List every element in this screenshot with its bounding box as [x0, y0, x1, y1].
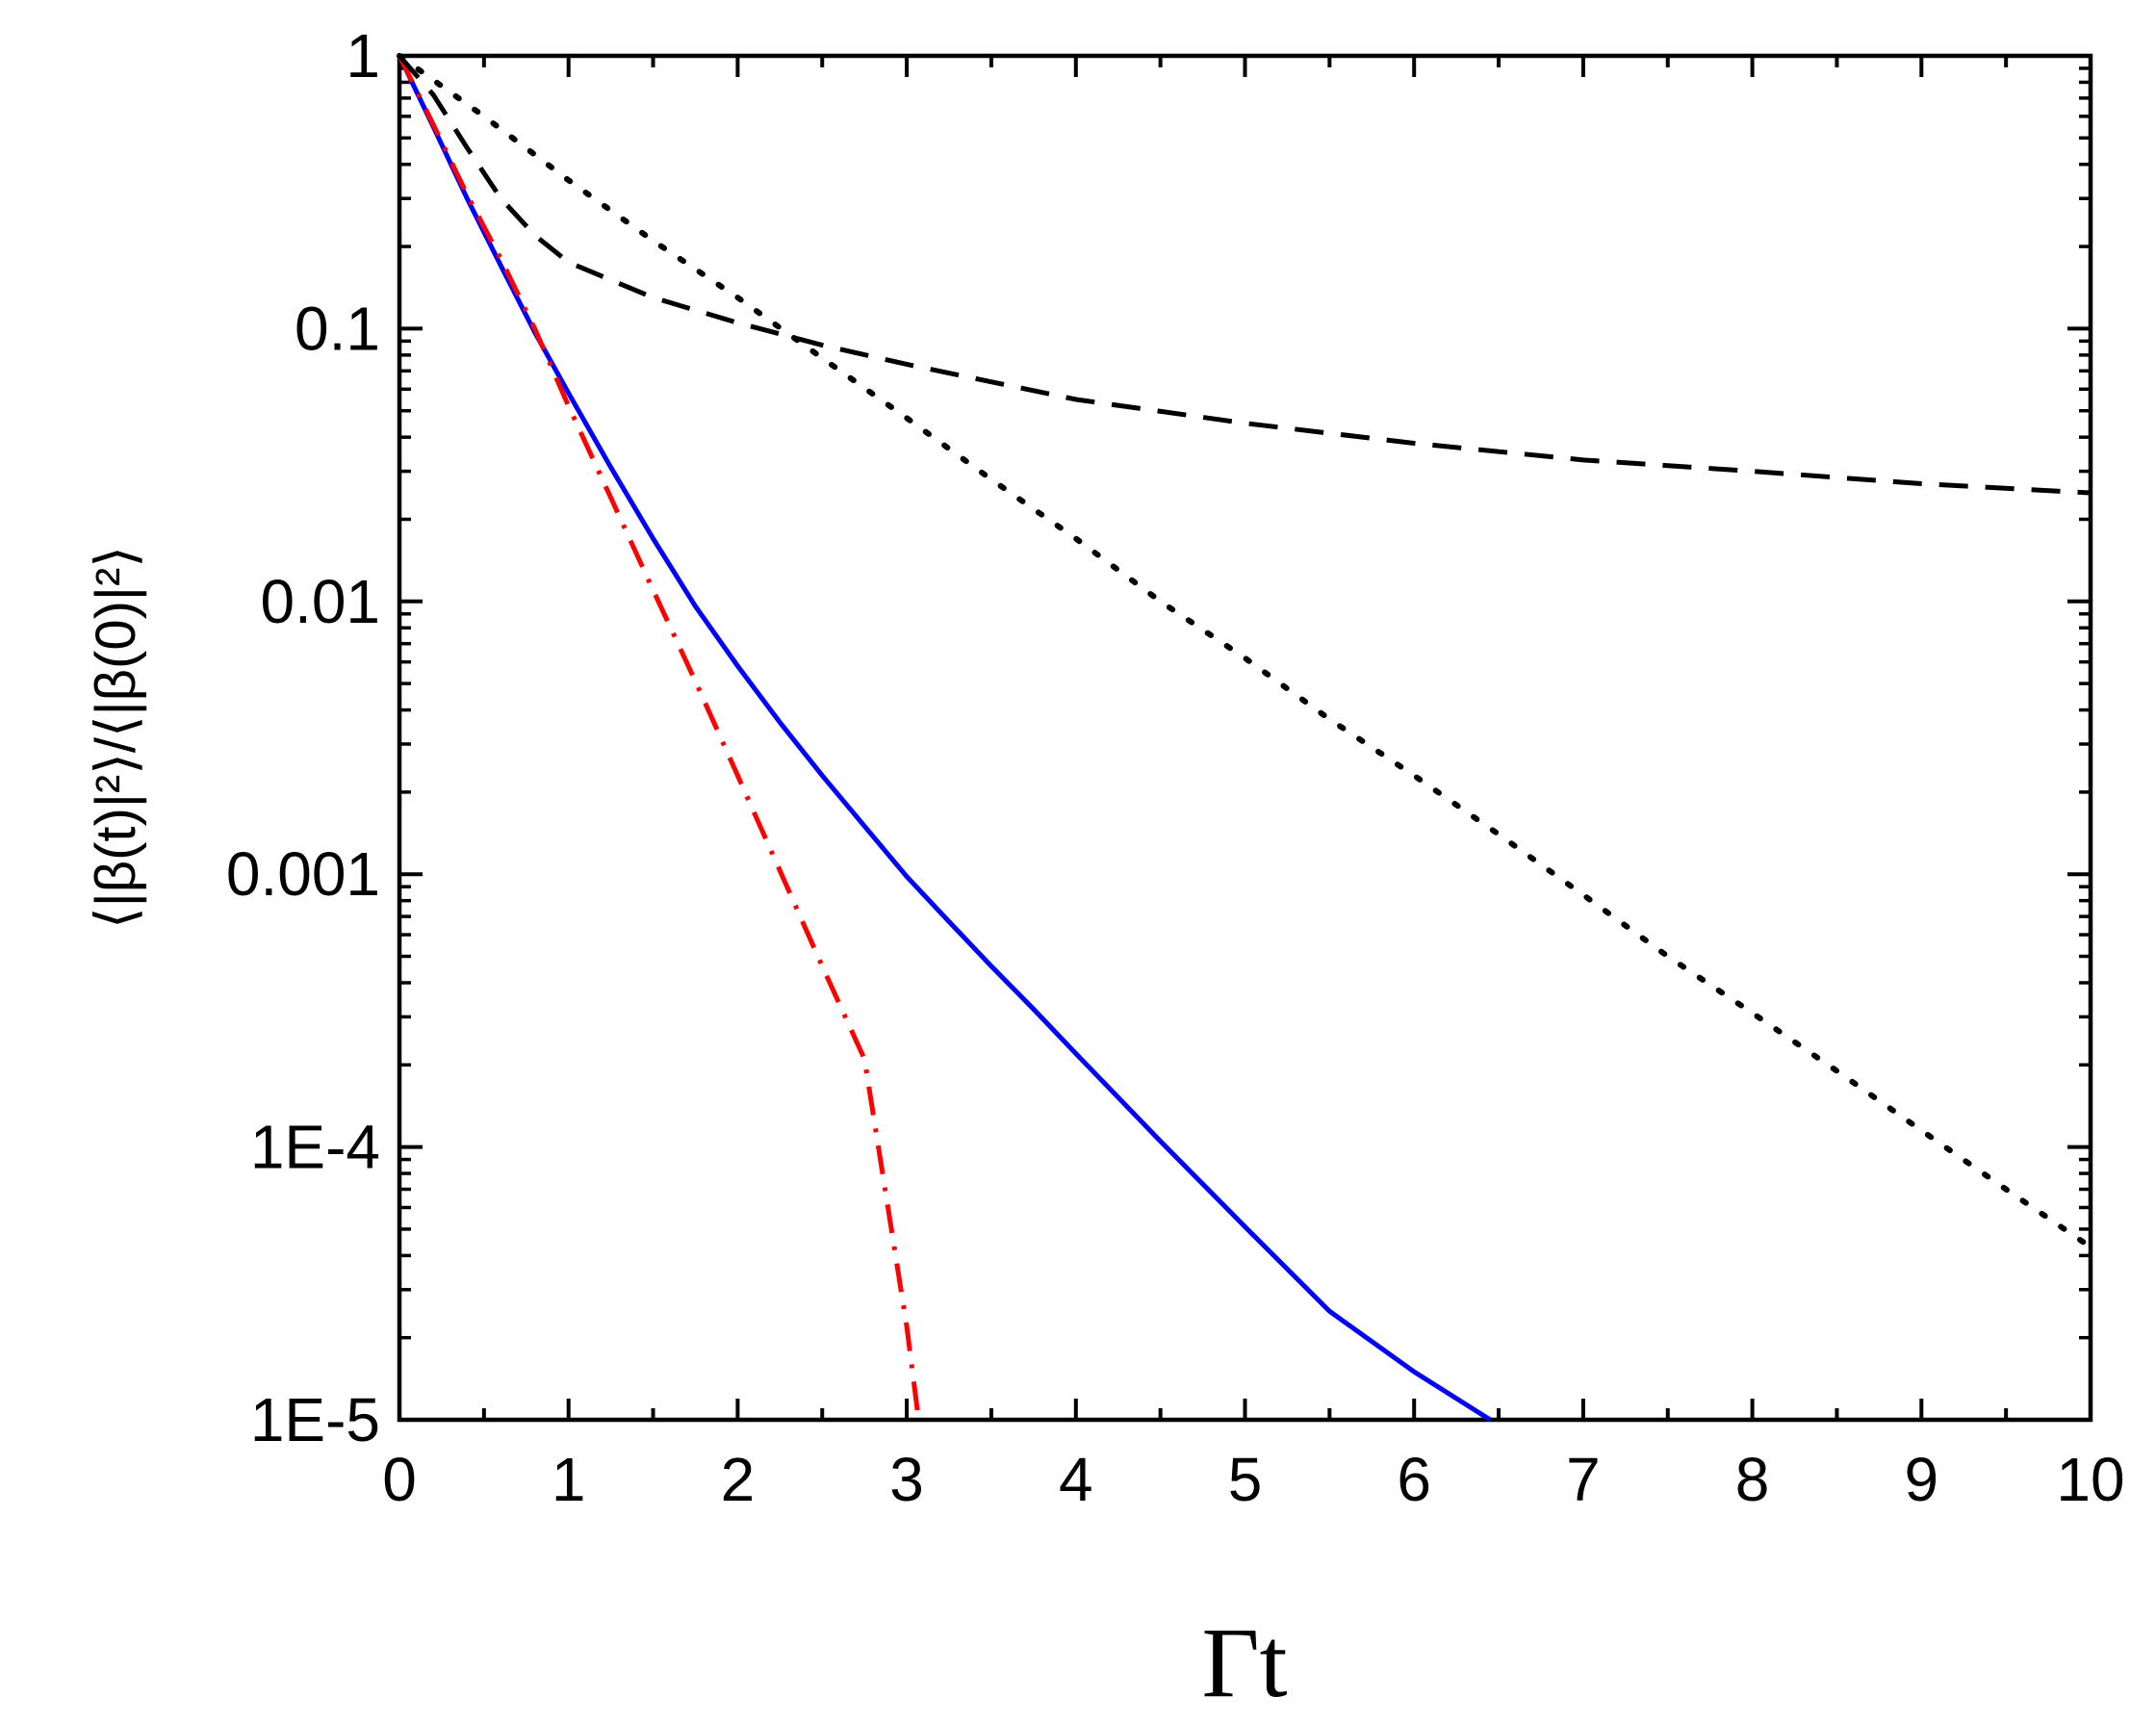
x-tick-label: 1 — [552, 1445, 586, 1514]
series-solid-line — [397, 54, 1492, 1423]
series-dashdot-line — [397, 54, 921, 1421]
series-dashed-line — [398, 54, 2092, 496]
x-tick-label: 6 — [1397, 1445, 1431, 1514]
y-tick-label: 0.01 — [260, 567, 380, 636]
x-tick-label: 10 — [2056, 1445, 2124, 1514]
series-dotted-line — [397, 53, 2093, 1250]
y-tick-label: 1E-5 — [250, 1385, 380, 1454]
axis-ticks — [398, 54, 2092, 1422]
x-tick-label: 4 — [1059, 1445, 1093, 1514]
x-tick-label: 7 — [1566, 1445, 1601, 1514]
x-axis-title: Γt — [1201, 1607, 1287, 1718]
y-axis-title: ⟨|β(t)|²⟩/⟨|β(0)|²⟩ — [85, 546, 147, 929]
x-tick-label: 9 — [1905, 1445, 1939, 1514]
x-tick-label: 8 — [1735, 1445, 1770, 1514]
x-tick-label: 0 — [382, 1445, 417, 1514]
x-tick-label: 2 — [721, 1445, 756, 1514]
x-tick-label: 3 — [889, 1445, 924, 1514]
plot-frame — [397, 53, 2093, 1423]
tick-labels: 0 1 2 3 4 5 6 7 8 9 10 1E-5 1E-4 0.001 0.01 0.1 1 — [226, 21, 2125, 1514]
y-tick-label: 0.1 — [295, 294, 380, 363]
y-tick-label: 1 — [346, 21, 380, 90]
y-tick-label: 0.001 — [226, 839, 380, 909]
x-tick-label: 5 — [1228, 1445, 1263, 1514]
series-layer — [397, 53, 2093, 1423]
y-tick-label: 1E-4 — [250, 1113, 380, 1182]
